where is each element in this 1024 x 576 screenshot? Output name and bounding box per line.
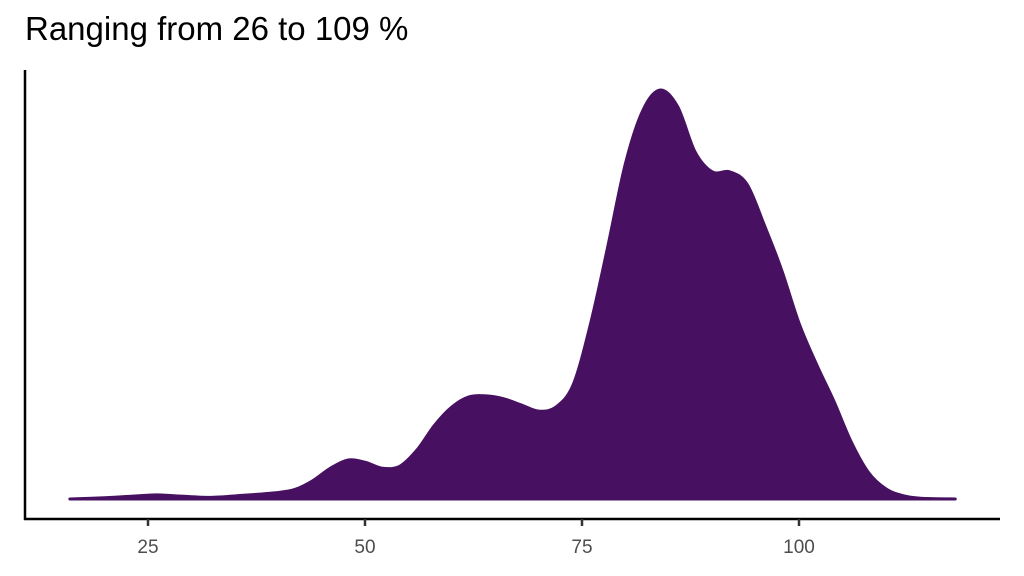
chart-title: Ranging from 26 to 109 % <box>25 10 409 47</box>
density-area <box>68 88 957 501</box>
x-tick-label: 75 <box>571 537 592 558</box>
x-tick-label: 50 <box>354 537 375 558</box>
x-tick-label: 100 <box>783 537 815 558</box>
x-axis-ticks: 25 50 75 100 <box>137 519 815 558</box>
x-tick-label: 25 <box>137 537 158 558</box>
